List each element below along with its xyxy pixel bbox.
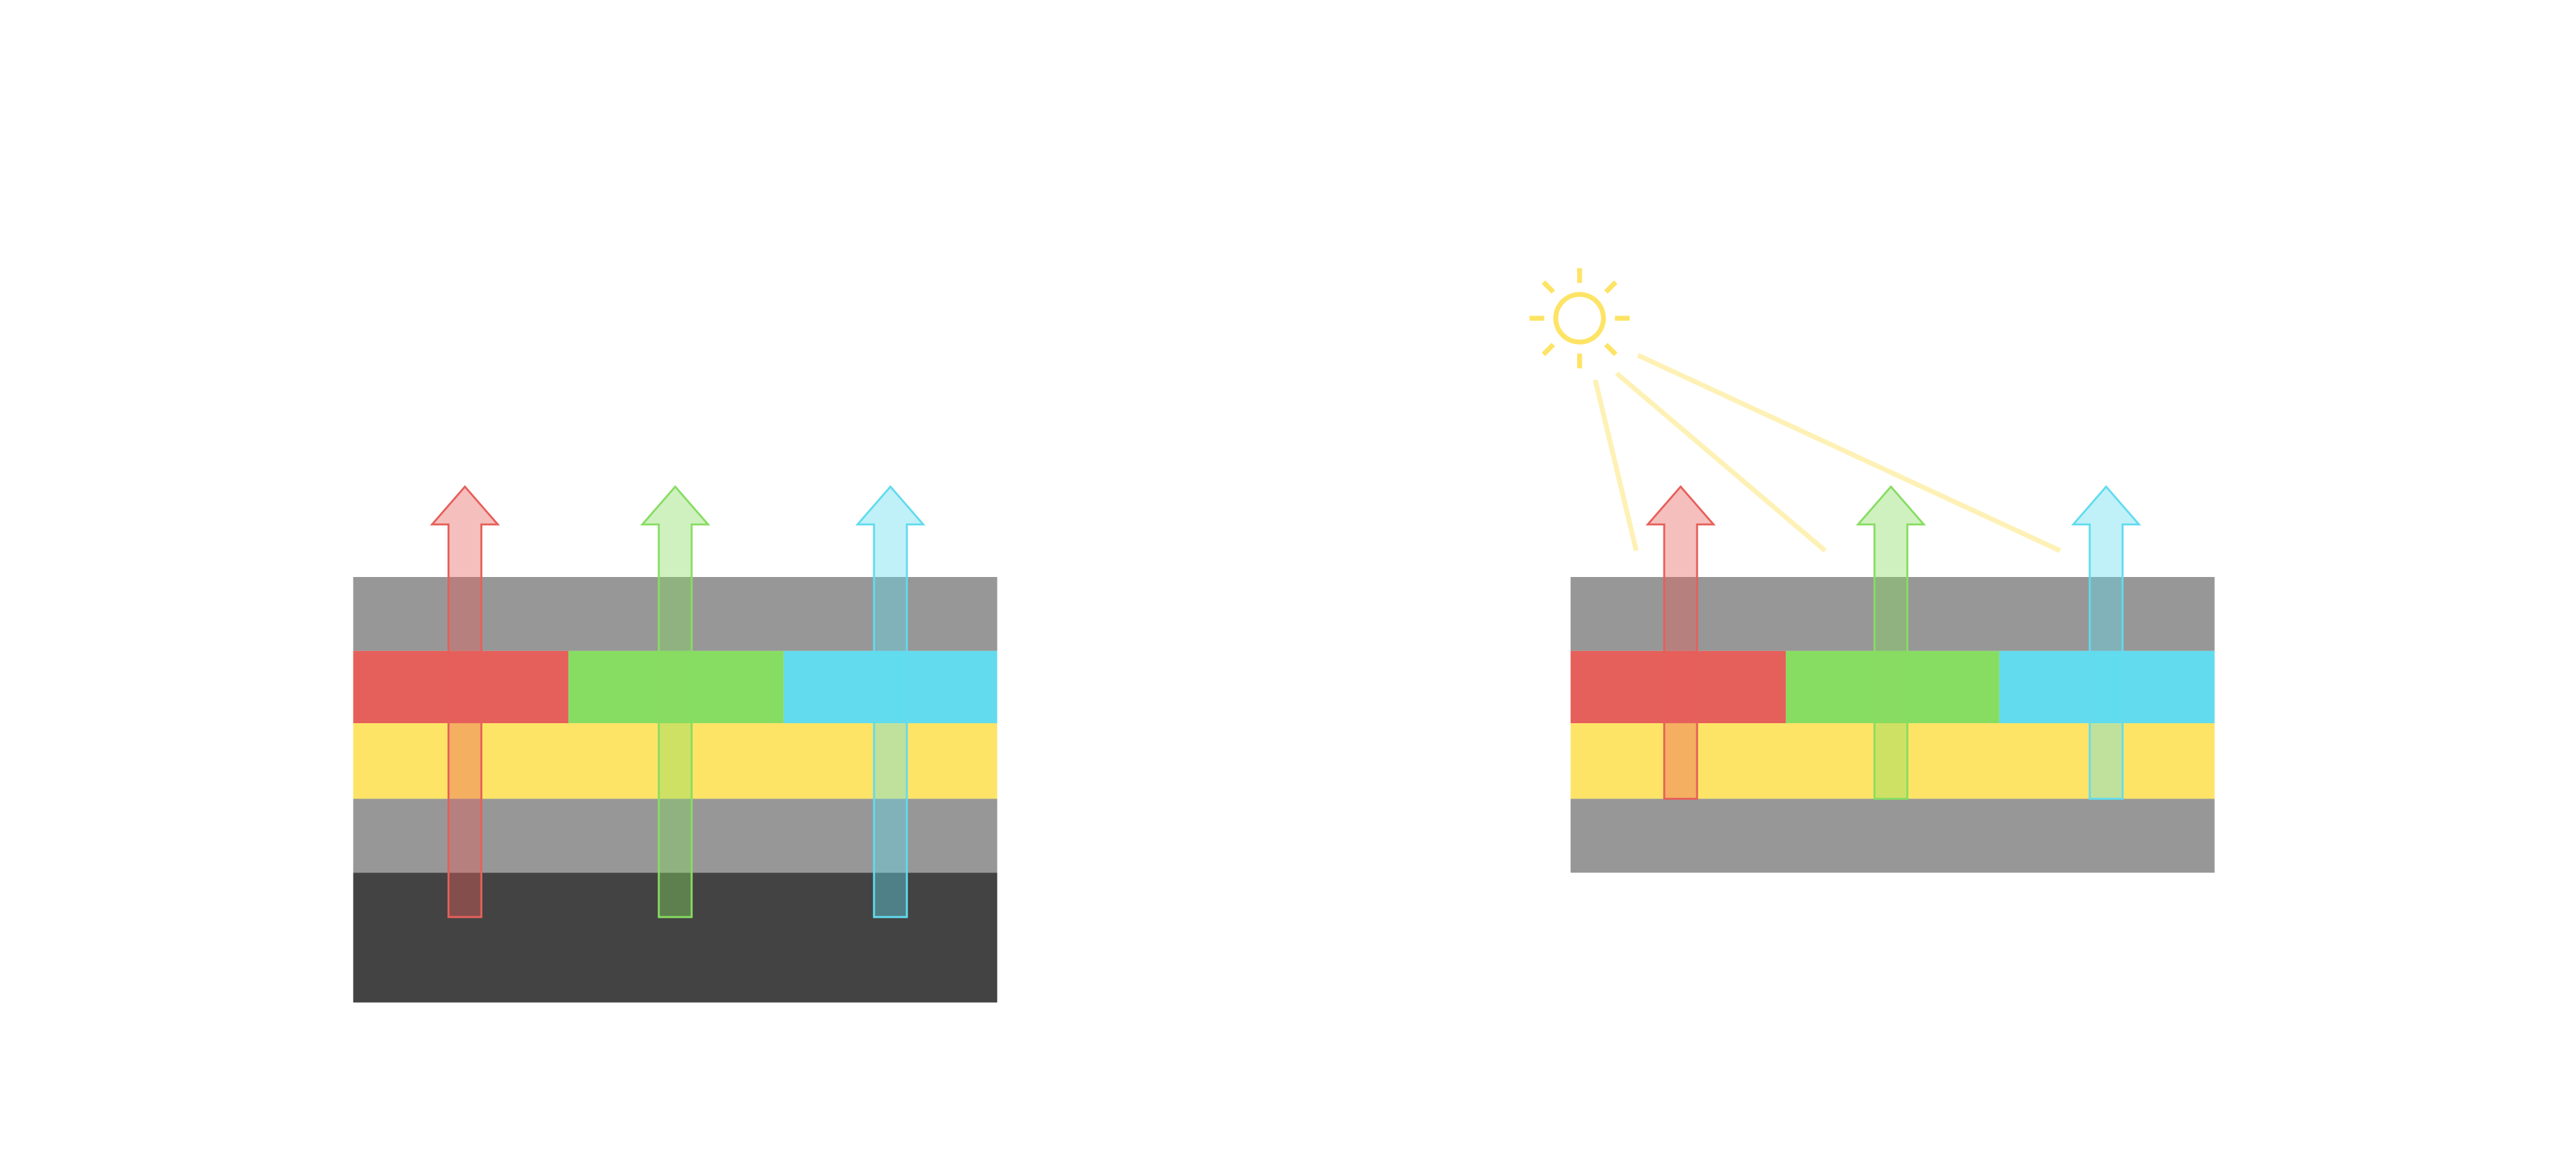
left-panel-stack [353,577,998,1003]
sun-icon [1530,268,1630,369]
green-filter [568,650,784,724]
red-arrow-up-icon [430,485,500,918]
top-gray-layer [353,577,998,651]
backlight-layer [353,873,998,1003]
light-ray [1593,379,1639,552]
cyan-filter [783,650,998,724]
red-arrow-up-icon [1645,485,1716,800]
right-arrows [1645,485,2141,800]
light-rays [1593,353,2061,553]
cyan-filter [1999,650,2215,724]
green-arrow-up-icon [640,485,710,918]
left-arrows [430,485,926,918]
green-arrow-up-icon [1855,485,1926,800]
cyan-arrow-up-icon [2071,485,2141,800]
bottom-gray-layer [1570,799,2215,873]
top-gray-layer [1570,577,2215,651]
light-ray [1636,353,2061,553]
yellow-layer [353,723,998,799]
light-ray [1615,371,1827,553]
cyan-arrow-up-icon [855,485,926,918]
yellow-layer [1570,723,2215,799]
red-filter [353,650,569,724]
red-filter [1570,650,1786,724]
green-filter [1785,650,2000,724]
bottom-gray-layer [353,799,998,873]
right-panel-stack [1570,577,2215,873]
